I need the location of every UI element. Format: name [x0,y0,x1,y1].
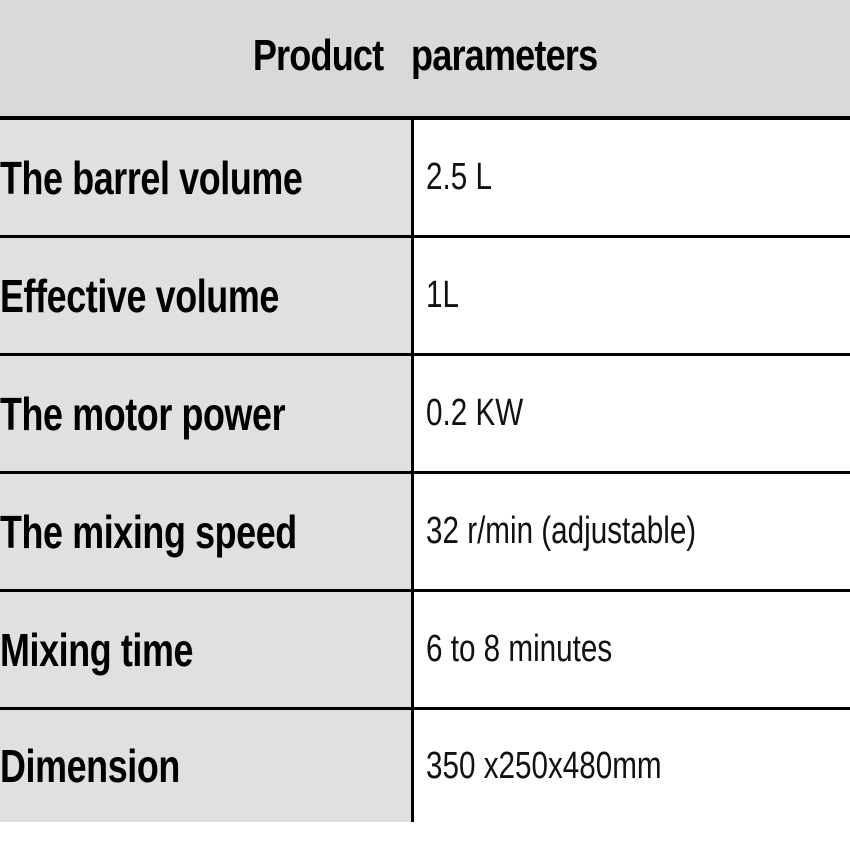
parameter-value-cell: 32 r/min (adjustable) [414,474,850,589]
parameter-value: 2.5 L [426,156,492,198]
parameters-table: The barrel volume 2.5 L Effective volume… [0,116,850,822]
table-row: The barrel volume 2.5 L [0,120,850,238]
table-row: Effective volume 1L [0,238,850,356]
parameter-label: The barrel volume [0,151,303,204]
parameter-label-cell: Mixing time [0,592,414,707]
parameter-label: Mixing time [0,623,194,676]
parameter-value: 1L [426,274,459,316]
table-row: The mixing speed 32 r/min (adjustable) [0,474,850,592]
parameter-label: Dimension [0,740,180,792]
table-row: The motor power 0.2 KW [0,356,850,474]
parameter-value: 6 to 8 minutes [426,628,613,670]
parameter-label-cell: Effective volume [0,238,414,353]
parameter-value-cell: 6 to 8 minutes [414,592,850,707]
parameter-value: 32 r/min (adjustable) [426,510,697,552]
parameter-value-cell: 2.5 L [414,120,850,235]
table-row: Dimension 350 x250x480mm [0,710,850,822]
parameter-label-cell: The mixing speed [0,474,414,589]
parameter-label: Effective volume [0,269,279,322]
parameter-value: 0.2 KW [426,392,524,434]
page-title: Product parameters [252,31,598,80]
parameter-label: The motor power [0,387,286,440]
parameter-label-cell: The barrel volume [0,120,414,235]
parameter-label: The mixing speed [0,505,297,558]
parameter-value-cell: 1L [414,238,850,353]
parameter-label-cell: The motor power [0,356,414,471]
table-row: Mixing time 6 to 8 minutes [0,592,850,710]
title-bar: Product parameters [0,0,850,116]
parameter-value-cell: 0.2 KW [414,356,850,471]
parameter-label-cell: Dimension [0,710,414,822]
parameter-value-cell: 350 x250x480mm [414,710,850,822]
parameter-value: 350 x250x480mm [426,744,662,787]
